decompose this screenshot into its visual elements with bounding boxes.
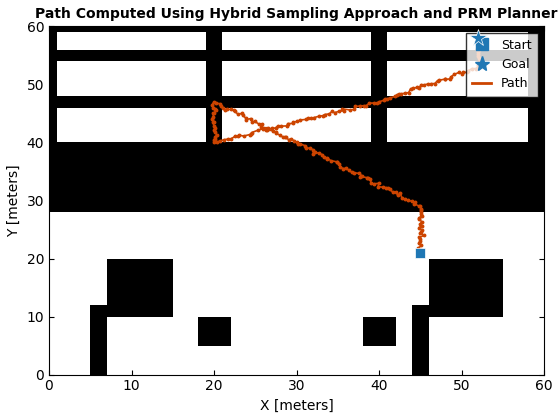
- Bar: [388, 32, 528, 50]
- Bar: [107, 259, 173, 317]
- Bar: [429, 259, 503, 317]
- Bar: [388, 108, 528, 142]
- Bar: [363, 317, 396, 346]
- Bar: [198, 317, 231, 346]
- Title: Path Computed Using Hybrid Sampling Approach and PRM Planner: Path Computed Using Hybrid Sampling Appr…: [35, 7, 558, 21]
- Bar: [412, 305, 429, 375]
- Bar: [57, 61, 206, 96]
- Bar: [222, 61, 371, 96]
- Bar: [90, 305, 107, 375]
- Legend: Start, Goal, Path: Start, Goal, Path: [466, 32, 538, 97]
- Bar: [49, 212, 544, 375]
- Bar: [222, 108, 371, 142]
- Bar: [57, 108, 206, 142]
- X-axis label: X [meters]: X [meters]: [260, 399, 334, 413]
- Bar: [388, 61, 528, 96]
- Bar: [57, 32, 206, 50]
- Bar: [222, 32, 371, 50]
- Y-axis label: Y [meters]: Y [meters]: [7, 164, 21, 237]
